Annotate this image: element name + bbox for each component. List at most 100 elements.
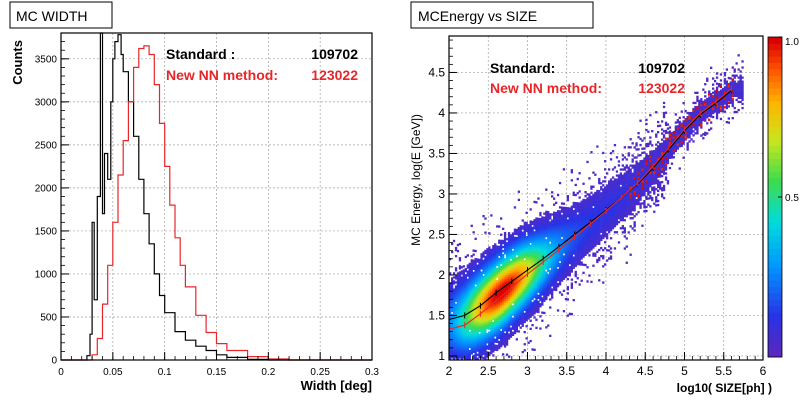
density-cell xyxy=(463,265,465,267)
density-cell xyxy=(469,340,471,342)
density-cell xyxy=(463,320,465,322)
density-cell xyxy=(620,189,622,191)
density-cell xyxy=(567,258,569,260)
density-cell xyxy=(484,270,486,272)
density-cell xyxy=(502,256,504,258)
density-cell xyxy=(694,114,696,116)
density-cell xyxy=(504,341,506,343)
density-cell xyxy=(569,250,571,252)
density-cell xyxy=(480,290,482,292)
density-cell xyxy=(516,249,518,251)
density-cell xyxy=(553,272,555,274)
density-cell xyxy=(535,278,537,280)
density-cell xyxy=(653,154,655,156)
density-cell xyxy=(488,287,490,289)
density-cell xyxy=(663,161,665,163)
density-cell xyxy=(582,201,584,203)
density-cell xyxy=(473,284,475,286)
density-cell xyxy=(473,278,475,280)
density-cell xyxy=(457,307,459,309)
density-cell xyxy=(632,199,634,201)
density-cell xyxy=(516,308,518,310)
density-cell xyxy=(512,328,514,330)
density-cell xyxy=(528,259,530,261)
density-cell xyxy=(541,220,543,222)
density-cell xyxy=(683,140,685,142)
density-cell xyxy=(634,229,636,231)
density-cell xyxy=(457,299,459,301)
density-cell xyxy=(520,320,522,322)
legend-nn-value: 123022 xyxy=(311,67,358,83)
density-cell xyxy=(541,281,543,283)
density-cell xyxy=(526,325,528,327)
density-cell xyxy=(453,343,455,345)
density-cell xyxy=(473,280,475,282)
density-cell xyxy=(728,122,730,124)
density-cell xyxy=(453,319,455,321)
density-cell xyxy=(500,292,502,294)
density-cell xyxy=(559,237,561,239)
density-cell xyxy=(563,310,565,312)
density-cell xyxy=(494,314,496,316)
density-cell xyxy=(675,113,677,115)
density-cell xyxy=(698,106,700,108)
density-cell xyxy=(494,296,496,298)
density-cell xyxy=(567,246,569,248)
density-cell xyxy=(679,121,681,123)
density-cell xyxy=(522,315,524,317)
density-cell xyxy=(604,180,606,182)
density-cell xyxy=(522,323,524,325)
density-cell xyxy=(457,347,459,349)
density-cell xyxy=(700,120,702,122)
density-cell xyxy=(490,269,492,271)
density-cell xyxy=(553,270,555,272)
density-cell xyxy=(571,169,573,171)
density-cell xyxy=(506,248,508,250)
density-cell xyxy=(520,237,522,239)
density-cell xyxy=(588,210,590,212)
density-cell xyxy=(475,276,477,278)
density-cell xyxy=(590,242,592,244)
density-cell xyxy=(500,284,502,286)
density-cell xyxy=(643,200,645,202)
density-cell xyxy=(573,228,575,230)
density-cell xyxy=(551,224,553,226)
density-cell xyxy=(478,334,480,336)
density-cell xyxy=(679,145,681,147)
density-cell xyxy=(594,204,596,206)
density-cell xyxy=(504,323,506,325)
density-cell xyxy=(541,229,543,231)
density-cell xyxy=(614,217,616,219)
density-cell xyxy=(590,244,592,246)
density-cell xyxy=(453,329,455,331)
density-cell xyxy=(563,276,565,278)
density-cell xyxy=(610,211,612,213)
density-cell xyxy=(459,273,461,275)
density-cell xyxy=(569,232,571,234)
density-cell xyxy=(641,160,643,162)
density-cell xyxy=(535,258,537,260)
density-cell xyxy=(710,115,712,117)
density-cell xyxy=(736,111,738,113)
density-cell xyxy=(651,173,653,175)
density-cell xyxy=(475,313,477,315)
density-cell xyxy=(557,269,559,271)
density-cell xyxy=(694,112,696,114)
density-cell xyxy=(579,257,581,259)
density-cell xyxy=(516,302,518,304)
density-cell xyxy=(506,246,508,248)
density-cell xyxy=(669,155,671,157)
density-cell xyxy=(500,252,502,254)
y-tick-label: 500 xyxy=(40,312,57,323)
density-cell xyxy=(478,350,480,352)
density-cell xyxy=(563,257,565,259)
density-cell xyxy=(688,112,690,114)
density-cell xyxy=(484,217,486,219)
density-cell xyxy=(553,258,555,260)
density-cell xyxy=(465,319,467,321)
density-cell xyxy=(453,353,455,355)
density-cell xyxy=(541,243,543,245)
density-cell xyxy=(579,239,581,241)
density-cell xyxy=(626,185,628,187)
density-cell xyxy=(604,225,606,227)
